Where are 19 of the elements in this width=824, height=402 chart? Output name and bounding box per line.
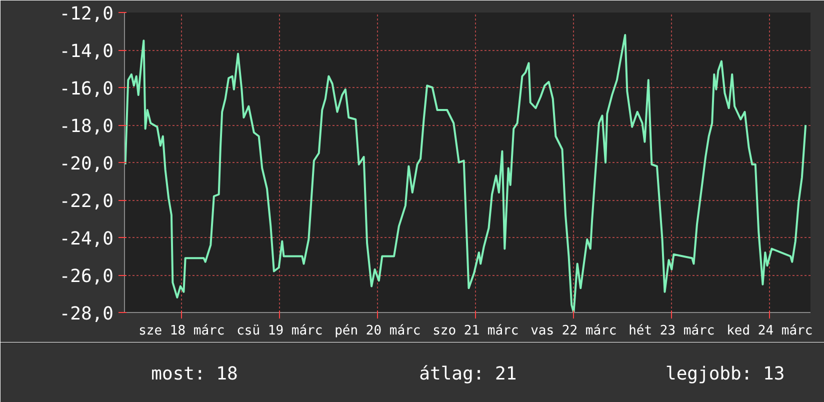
y-tick-label: -22,0 bbox=[59, 191, 114, 212]
y-tick-label: -16,0 bbox=[59, 78, 114, 100]
x-tick-label: csü 19 márc bbox=[236, 324, 323, 338]
text: átlag: 21 bbox=[419, 364, 517, 384]
y-tick-label: -26,0 bbox=[59, 266, 114, 287]
text: most: 18 bbox=[151, 364, 238, 384]
x-tick-label: sze 18 márc bbox=[138, 324, 225, 338]
y-tick-label: -20,0 bbox=[59, 154, 114, 174]
y-tick-label: -28,0 bbox=[59, 304, 114, 324]
x-tick-label: szo 21 márc bbox=[432, 324, 519, 338]
x-tick-label: vas 22 márc bbox=[530, 324, 617, 338]
x-tick-label: ked 24 márc bbox=[726, 324, 813, 338]
text: legjobb: 13 bbox=[665, 364, 785, 384]
y-tick-label: -14,0 bbox=[59, 41, 114, 62]
y-tick-label: -24,0 bbox=[59, 228, 114, 250]
y-tick-label: -12,0 bbox=[59, 4, 114, 24]
y-tick-label: -18,0 bbox=[59, 116, 114, 137]
x-tick-label: pén 20 márc bbox=[334, 324, 421, 338]
x-tick-label: hét 23 márc bbox=[628, 324, 715, 338]
